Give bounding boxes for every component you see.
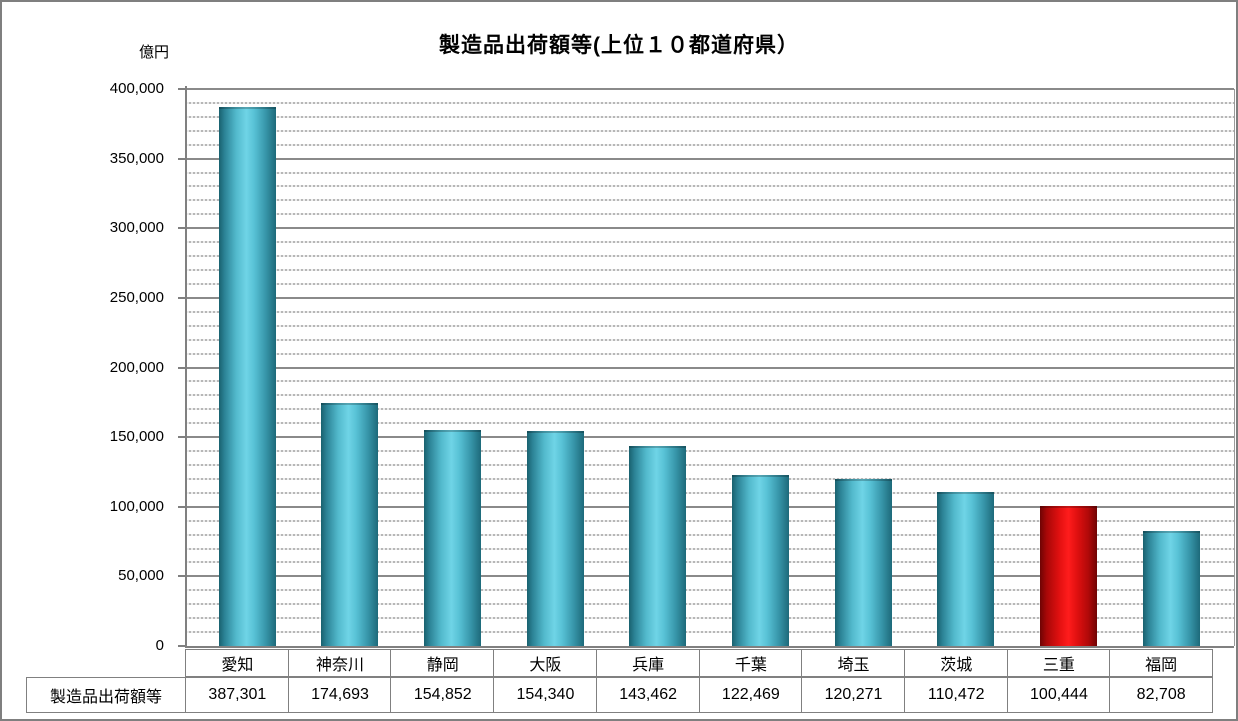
y-axis-tickmark: [178, 296, 185, 299]
gridline-major: [185, 505, 1234, 508]
gridline-major: [185, 157, 1234, 160]
y-axis-tick-label: 150,000: [109, 428, 164, 446]
gridline-minor: [185, 519, 1234, 522]
y-axis-tick-label: 400,000: [109, 80, 164, 97]
gridline-major: [185, 436, 1234, 439]
y-axis-tick-label: 350,000: [109, 149, 164, 167]
gridline-minor: [185, 394, 1234, 397]
gridline-minor: [185, 617, 1234, 620]
gridline-major: [185, 227, 1234, 230]
gridline-minor: [185, 422, 1234, 425]
gridline-minor: [185, 491, 1234, 494]
bar-6: [834, 478, 892, 646]
table-value-cell: 110,472: [903, 677, 1008, 713]
y-axis-tickmark: [178, 88, 185, 90]
y-axis-tickmark: [178, 436, 185, 439]
table-value-cell: 120,271: [801, 677, 905, 713]
gridline-minor: [185, 631, 1234, 634]
bar-5: [732, 475, 789, 646]
table-category-cell: 大阪: [493, 649, 597, 677]
y-axis-line: [185, 86, 187, 648]
bar-8: [1040, 506, 1098, 646]
gridline-major: [185, 296, 1234, 299]
table-category-cell: 福岡: [1109, 649, 1213, 677]
table-value-cell: 174,693: [287, 677, 392, 713]
gridline-minor: [185, 408, 1234, 411]
gridline-minor: [185, 143, 1234, 146]
gridline-minor: [185, 380, 1234, 383]
table-value-cell: 100,444: [1006, 677, 1111, 713]
table-category-cell: 神奈川: [287, 649, 392, 677]
gridline-minor: [185, 241, 1234, 244]
chart-title: 製造品出荷額等(上位１０都道府県）: [439, 34, 799, 57]
y-axis-tick-label: 200,000: [109, 358, 164, 376]
table-category-cell: 千葉: [698, 649, 803, 677]
gridline-minor: [185, 463, 1234, 466]
gridline-major: [185, 366, 1234, 369]
y-axis-tickmark: [178, 227, 185, 230]
x-axis-line: [185, 646, 1234, 648]
gridline-minor: [185, 450, 1234, 453]
gridline-minor: [185, 199, 1234, 202]
table-category-cell: 静岡: [390, 649, 495, 677]
table-value-cell: 154,340: [493, 677, 597, 713]
table-category-cell: 埼玉: [801, 649, 905, 677]
y-axis-tickmark: [178, 505, 185, 508]
table-row-header: 製造品出荷額等: [26, 677, 185, 713]
table-value-cell: 154,852: [390, 677, 495, 713]
gridline-minor: [185, 101, 1234, 104]
gridline-minor: [185, 561, 1234, 564]
gridline-minor: [185, 171, 1234, 174]
gridline-minor: [185, 533, 1234, 536]
gridline-minor: [185, 310, 1234, 313]
gridline-minor: [185, 185, 1234, 188]
gridline-minor: [185, 129, 1234, 132]
bar-4: [629, 446, 687, 646]
gridline-minor: [185, 338, 1234, 341]
bar-0: [218, 106, 276, 646]
gridline-minor: [185, 352, 1234, 355]
gridline-minor: [185, 603, 1234, 606]
bar-9: [1142, 530, 1200, 646]
y-axis-tickmark: [178, 157, 185, 160]
y-axis-tick-label: 300,000: [109, 219, 164, 237]
bar-1: [321, 402, 379, 646]
y-axis-tick-label: 0: [155, 637, 164, 654]
table-category-cell: 愛知: [185, 649, 289, 677]
y-axis-tick-label: 100,000: [109, 497, 164, 515]
table-category-cell: 三重: [1006, 649, 1111, 677]
y-axis-tick-label: 250,000: [109, 288, 164, 306]
bar-3: [526, 431, 584, 646]
gridline-minor: [185, 269, 1234, 272]
y-axis-tickmark: [178, 366, 185, 369]
table-value-cell: 82,708: [1109, 677, 1213, 713]
y-axis-unit-label: 億円: [138, 44, 169, 61]
plot-right-border: [1234, 89, 1235, 646]
table-category-cell: 兵庫: [595, 649, 700, 677]
y-axis-tickmark: [178, 575, 185, 578]
table-value-cell: 122,469: [698, 677, 803, 713]
table-value-cell: 387,301: [185, 677, 289, 713]
gridline-minor: [185, 115, 1234, 118]
bar-2: [423, 430, 481, 646]
gridline-minor: [185, 255, 1234, 258]
gridline-minor: [185, 589, 1234, 592]
y-axis-tick-label: 50,000: [118, 567, 164, 585]
gridline-major: [185, 575, 1234, 578]
gridline-minor: [185, 282, 1234, 285]
gridline-minor: [185, 547, 1234, 550]
y-axis-tickmark: [178, 645, 185, 647]
table-value-cell: 143,462: [595, 677, 700, 713]
bar-7: [937, 492, 995, 646]
table-category-cell: 茨城: [903, 649, 1008, 677]
gridline-minor: [185, 213, 1234, 216]
gridline-major: [185, 88, 1234, 90]
gridline-minor: [185, 324, 1234, 327]
gridline-minor: [185, 477, 1234, 480]
